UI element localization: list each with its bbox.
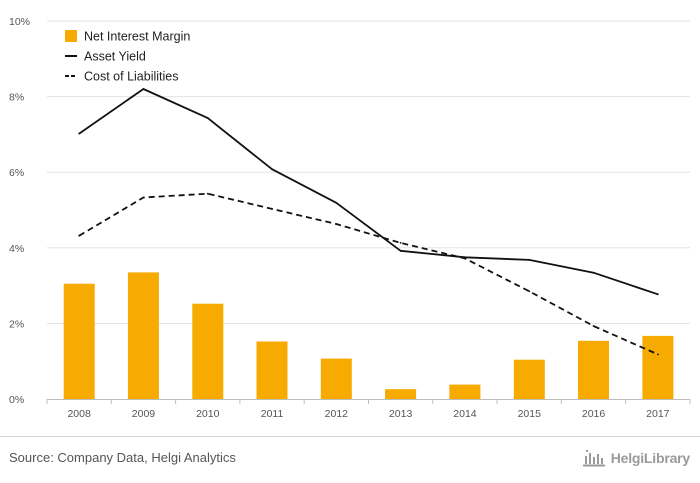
footer-divider bbox=[0, 436, 700, 437]
gridlines bbox=[47, 20, 690, 324]
bar-2009 bbox=[127, 272, 159, 399]
y-tick-label: 8% bbox=[9, 92, 24, 104]
point-asset-yield-2013 bbox=[399, 249, 402, 252]
x-tick-label: 2017 bbox=[646, 408, 670, 420]
brand-name: HelgiLibrary bbox=[610, 450, 690, 466]
legend: Net Interest Margin Asset Yield Cost of Li… bbox=[65, 30, 190, 84]
point-asset-yield-2016 bbox=[592, 271, 595, 274]
x-tick-label: 2011 bbox=[261, 408, 284, 420]
point-asset-yield-2011 bbox=[271, 168, 273, 171]
bar-2014 bbox=[449, 384, 481, 399]
x-tick-label: 2016 bbox=[582, 408, 606, 420]
library-building-icon bbox=[582, 450, 605, 467]
point-asset-yield-2009 bbox=[142, 88, 145, 90]
point-cost-of-liabilities-2008 bbox=[78, 234, 81, 237]
y-tick-label: 6% bbox=[9, 167, 24, 179]
legend-label-asset-yield: Asset Yield bbox=[84, 50, 146, 64]
bar-2010 bbox=[192, 303, 224, 399]
point-cost-of-liabilities-2016 bbox=[592, 325, 595, 327]
bar-2008 bbox=[63, 283, 95, 399]
chart-plot: 0% 2% 4% 6% 8% 10% 2008 2009 2010 2011 2012 2013 201… bbox=[9, 16, 691, 420]
point-cost-of-liabilities-2011 bbox=[271, 208, 273, 210]
y-tick-label: 0% bbox=[9, 394, 24, 406]
bar-series-net-interest-margin bbox=[63, 272, 674, 399]
bar-2012 bbox=[320, 358, 352, 399]
legend-label-net-interest-margin: Net Interest Margin bbox=[84, 30, 190, 44]
line-cost-of-liabilities bbox=[78, 192, 659, 356]
x-tick-label: 2008 bbox=[67, 408, 91, 420]
y-tick-label: 10% bbox=[9, 16, 30, 28]
y-tick-label: 2% bbox=[9, 318, 24, 330]
point-cost-of-liabilities-2010 bbox=[206, 192, 209, 195]
brand-logo: HelgiLibrary bbox=[582, 449, 690, 467]
point-cost-of-liabilities-2017 bbox=[657, 353, 659, 356]
x-tick-label: 2010 bbox=[196, 408, 220, 420]
point-asset-yield-2012 bbox=[335, 201, 338, 204]
point-asset-yield-2008 bbox=[78, 132, 81, 135]
y-tick-label: 4% bbox=[9, 243, 24, 255]
bar-2016 bbox=[578, 340, 609, 399]
point-asset-yield-2015 bbox=[528, 259, 531, 261]
x-tick-label: 2009 bbox=[132, 408, 156, 420]
x-tick-label: 2015 bbox=[518, 408, 542, 420]
bar-2017 bbox=[642, 335, 674, 399]
legend-label-cost-of-liabilities: Cost of Liabilities bbox=[84, 70, 179, 84]
line-asset-yield bbox=[78, 88, 659, 296]
point-cost-of-liabilities-2013 bbox=[399, 242, 402, 244]
point-asset-yield-2010 bbox=[206, 117, 209, 119]
bar-2011 bbox=[256, 341, 288, 399]
point-asset-yield-2017 bbox=[657, 293, 659, 296]
x-tick-label: 2013 bbox=[389, 408, 413, 420]
point-cost-of-liabilities-2015 bbox=[528, 290, 531, 293]
line-series bbox=[78, 88, 659, 356]
x-tick-label: 2014 bbox=[453, 408, 477, 420]
point-cost-of-liabilities-2012 bbox=[335, 223, 338, 225]
axes: 0% 2% 4% 6% 8% 10% 2008 2009 2010 2011 2012 2013 201… bbox=[9, 16, 691, 420]
point-cost-of-liabilities-2009 bbox=[142, 196, 145, 199]
legend-swatch-net-interest-margin bbox=[65, 30, 77, 42]
bar-2015 bbox=[513, 359, 545, 399]
point-cost-of-liabilities-2014 bbox=[464, 257, 466, 260]
x-tick-label: 2012 bbox=[325, 408, 349, 420]
source-note: Source: Company Data, Helgi Analytics bbox=[9, 450, 236, 465]
bar-2013 bbox=[385, 389, 417, 399]
